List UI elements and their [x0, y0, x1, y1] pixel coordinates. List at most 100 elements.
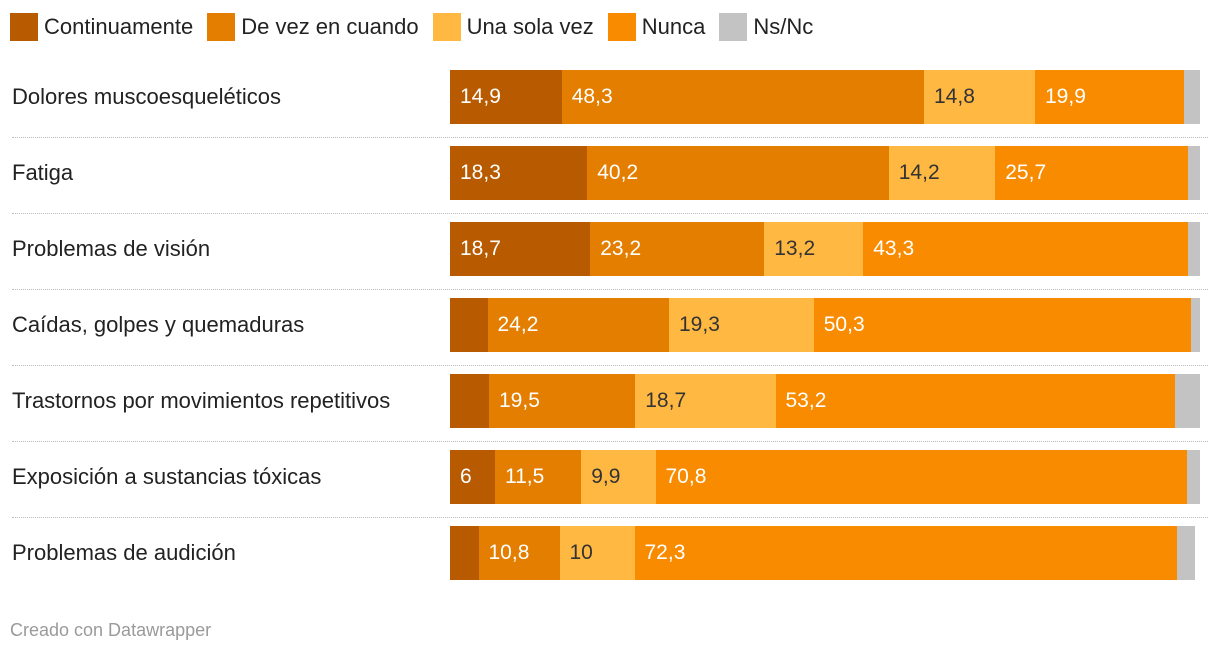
bar-segment: 19,3 — [669, 298, 814, 352]
row-divider — [12, 441, 1208, 442]
bar-segment — [1186, 450, 1200, 504]
bar-segment: 9,9 — [581, 450, 656, 504]
data-label: 23,2 — [600, 237, 642, 260]
legend-item: Una sola vez — [432, 13, 594, 41]
legend-swatch — [607, 13, 636, 41]
bar-segment — [1174, 374, 1200, 428]
legend-label: De vez en cuando — [241, 14, 419, 39]
data-label: 13,2 — [774, 237, 816, 260]
chart-legend: Continuamente De vez en cuando Una sola ve… — [10, 12, 827, 42]
stacked-bar: 24,2 19,3 50,3 — [450, 298, 1200, 352]
data-label: 14,8 — [934, 85, 975, 108]
bar-segment: 10 — [559, 526, 635, 580]
row-divider — [12, 289, 1208, 290]
bar-segment — [450, 298, 488, 352]
data-label: 43,3 — [873, 237, 915, 260]
bar-segment: 18,3 — [450, 146, 588, 200]
bar-segment — [450, 526, 479, 580]
data-label: 18,7 — [460, 237, 501, 260]
data-label: 25,7 — [1005, 161, 1047, 184]
bar-segment: 18,7 — [450, 222, 591, 276]
bar-segment: 43,3 — [863, 222, 1188, 276]
row-divider — [12, 365, 1208, 366]
data-label: 70,8 — [665, 465, 707, 488]
chart-row: Trastornos por movimientos repetitivos 19… — [0, 366, 1220, 442]
chart-rows: Dolores muscoesqueléticos 14,9 48,3 14,8 19,… — [0, 62, 1220, 594]
stacked-bar: 19,5 18,7 53,2 — [450, 374, 1200, 428]
chart-row: Fatiga 18,3 40,2 14,2 25,7 — [0, 138, 1220, 214]
category-label: Dolores muscoesqueléticos — [12, 84, 282, 109]
stacked-bar: 6 11,5 9,9 70,8 — [450, 450, 1200, 504]
bar-segment: 10,8 — [478, 526, 560, 580]
data-label: 10,8 — [488, 541, 530, 564]
chart-credit: Creado con Datawrapper — [10, 620, 212, 640]
chart-row: Exposición a sustancias tóxicas 6 11,5 9,9 7… — [0, 442, 1220, 518]
stacked-bar: 14,9 48,3 14,8 19,9 — [450, 70, 1200, 124]
data-label: 9,9 — [591, 465, 621, 488]
row-divider — [12, 517, 1208, 518]
legend-swatch — [719, 13, 748, 41]
chart-row: Problemas de visión 18,7 23,2 13,2 43,3 — [0, 214, 1220, 290]
data-label: 18,3 — [460, 161, 501, 184]
legend-item: Continuamente — [10, 13, 193, 41]
data-label: 48,3 — [571, 85, 613, 108]
row-divider — [12, 137, 1208, 138]
data-label: 14,9 — [460, 85, 501, 108]
chart-row: Problemas de audición 10,8 10 72,3 — [0, 518, 1220, 594]
legend-label: Nunca — [641, 14, 706, 39]
legend-label: Continuamente — [44, 14, 194, 39]
data-label: 40,2 — [597, 161, 639, 184]
bar-segment: 40,2 — [587, 146, 889, 200]
legend-item: Ns/Nc — [719, 13, 813, 41]
data-label: 11,5 — [505, 465, 545, 488]
bar-segment: 14,2 — [888, 146, 996, 200]
data-label: 6 — [460, 465, 472, 488]
bar-segment — [1188, 146, 1200, 200]
bar-segment: 72,3 — [634, 526, 1177, 580]
row-divider — [12, 213, 1208, 214]
bar-segment — [1191, 298, 1200, 352]
bar-segment: 23,2 — [590, 222, 765, 276]
bar-segment: 48,3 — [561, 70, 924, 124]
bar-segment — [1188, 222, 1200, 276]
bar-segment — [1176, 526, 1195, 580]
chart-row: Caídas, golpes y quemaduras 24,2 19,3 50,3 — [0, 290, 1220, 366]
data-label: 19,3 — [679, 313, 720, 336]
bar-segment: 14,8 — [924, 70, 1035, 124]
data-label: 53,2 — [785, 389, 827, 412]
bar-segment: 13,2 — [764, 222, 864, 276]
data-label: 19,5 — [499, 389, 540, 412]
category-label: Problemas de visión — [12, 236, 211, 261]
data-label: 50,3 — [823, 313, 865, 336]
category-label: Problemas de audición — [12, 540, 236, 565]
stacked-bar: 18,3 40,2 14,2 25,7 — [450, 146, 1200, 200]
bar-segment: 6 — [450, 450, 495, 504]
bar-segment — [1184, 70, 1200, 124]
data-label: 19,9 — [1045, 85, 1086, 108]
legend-label: Una sola vez — [466, 14, 594, 39]
data-label: 10 — [569, 541, 593, 564]
bar-segment: 18,7 — [635, 374, 776, 428]
legend-swatch — [207, 13, 236, 41]
legend-swatch — [432, 13, 461, 41]
category-label: Fatiga — [12, 160, 74, 185]
chart-row: Dolores muscoesqueléticos 14,9 48,3 14,8 19,… — [0, 62, 1220, 138]
bar-segment: 24,2 — [487, 298, 669, 352]
bar-segment: 70,8 — [655, 450, 1187, 504]
category-label: Exposición a sustancias tóxicas — [12, 464, 322, 489]
legend-label: Ns/Nc — [753, 14, 814, 39]
data-label: 72,3 — [644, 541, 686, 564]
legend-item: Nunca — [607, 13, 706, 41]
category-label: Trastornos por movimientos repetitivos — [12, 388, 391, 413]
stacked-bar: 18,7 23,2 13,2 43,3 — [450, 222, 1200, 276]
bar-segment: 14,9 — [450, 70, 562, 124]
legend-swatch — [10, 13, 38, 41]
data-label: 14,2 — [898, 161, 940, 184]
bar-segment: 53,2 — [775, 374, 1175, 428]
category-label: Caídas, golpes y quemaduras — [12, 312, 305, 337]
legend-item: De vez en cuando — [207, 13, 419, 41]
bar-segment — [450, 374, 489, 428]
data-label: 18,7 — [645, 389, 687, 412]
bar-segment: 19,5 — [489, 374, 636, 428]
bar-segment: 19,9 — [1035, 70, 1185, 124]
